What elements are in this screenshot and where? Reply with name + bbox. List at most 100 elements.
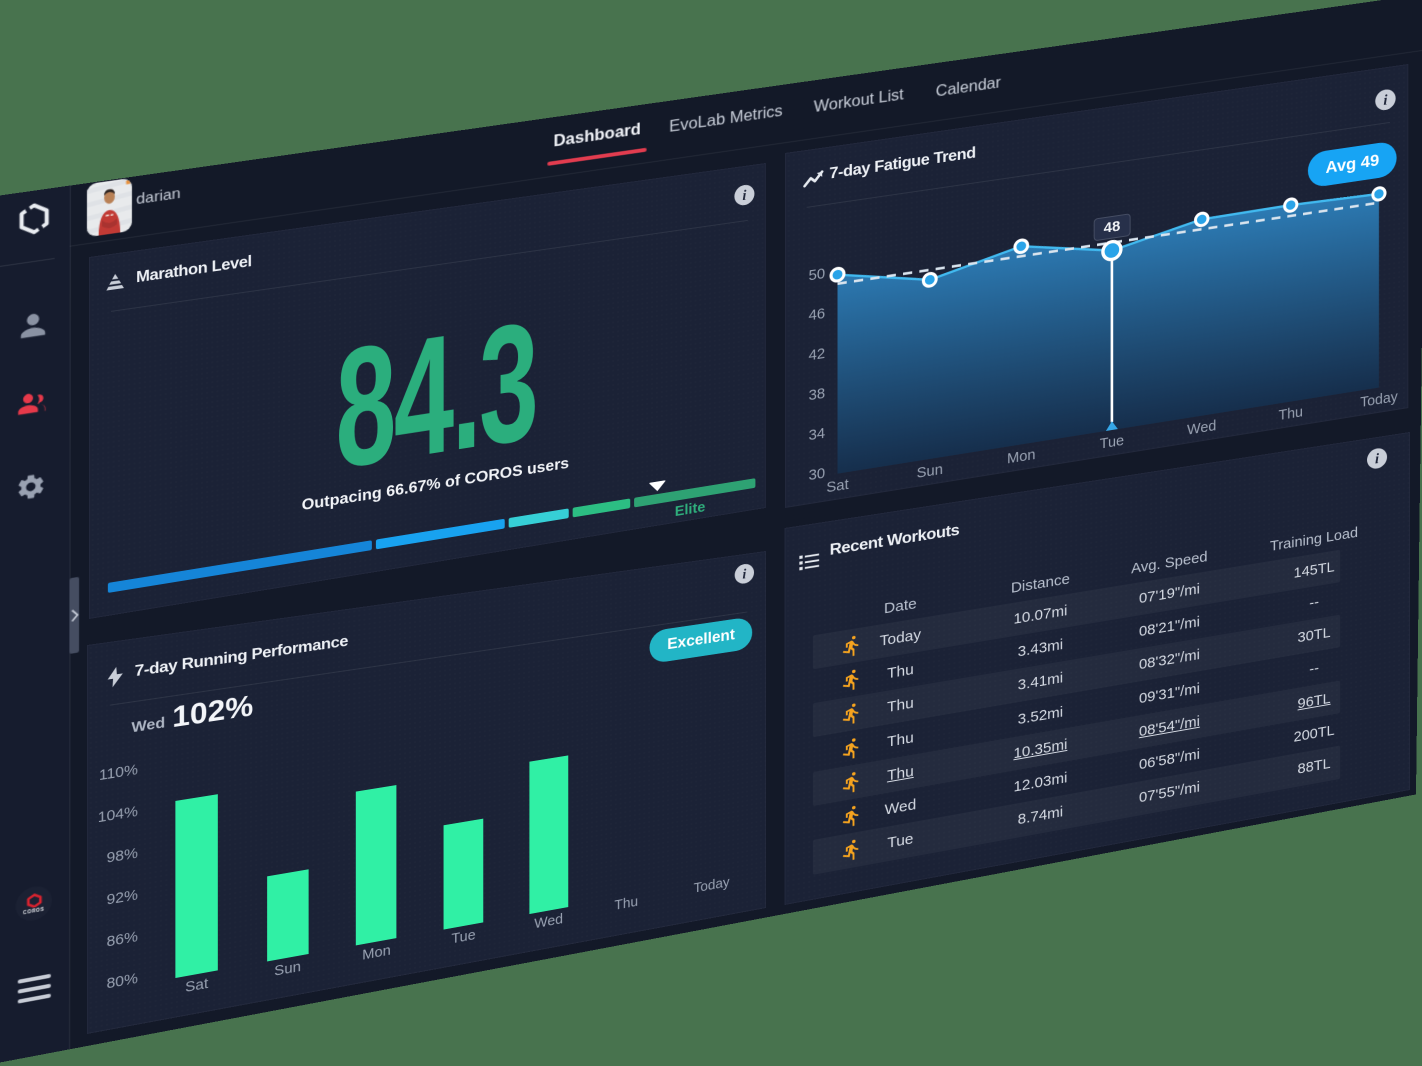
selected-data-point[interactable]: [1103, 240, 1121, 260]
cell-load: --: [1309, 594, 1319, 612]
y-tick: 80%: [88, 971, 138, 996]
menu-bar: [18, 974, 51, 984]
gear-icon: [15, 469, 47, 504]
y-tick: 110%: [88, 762, 138, 786]
sidebar: COROS: [0, 185, 71, 1066]
data-point[interactable]: [1195, 212, 1207, 226]
x-tick: Tue: [451, 928, 475, 948]
cell-date: Thu: [887, 729, 914, 750]
cell-distance: 3.43mi: [1018, 636, 1064, 660]
runner-icon: [840, 769, 863, 795]
coros-logo-icon: [15, 198, 54, 240]
cell-speed: 07'55"/mi: [1139, 779, 1200, 806]
cell-load: 88TL: [1298, 756, 1331, 778]
y-tick: 92%: [88, 887, 138, 911]
info-icon[interactable]: [735, 563, 754, 585]
cell-distance: 10.35mi: [1013, 736, 1067, 762]
cell-speed: 08'32"/mi: [1139, 647, 1200, 674]
y-tick: 98%: [88, 846, 138, 870]
runner-icon: [840, 803, 863, 829]
cell-speed: 09'31"/mi: [1139, 680, 1200, 707]
tab-evolab-metrics[interactable]: EvoLab Metrics: [669, 102, 783, 137]
level-marker: [649, 480, 666, 492]
level-label: Elite: [675, 499, 706, 520]
data-point[interactable]: [1373, 187, 1385, 201]
sidebar-item-athlete[interactable]: [16, 307, 51, 344]
runner-icon: [840, 667, 863, 693]
data-point[interactable]: [1015, 239, 1028, 253]
group-icon: [16, 385, 51, 420]
cell-speed: 08'21"/mi: [1139, 613, 1200, 640]
column-header: Distance: [1011, 571, 1070, 597]
cell-date: Tue: [887, 831, 913, 853]
tab-calendar[interactable]: Calendar: [936, 74, 1001, 101]
level-segment: [572, 498, 630, 517]
sidebar-item-settings[interactable]: [14, 468, 49, 505]
x-tick: Today: [694, 875, 730, 896]
runner-icon: [840, 735, 863, 761]
card-title: Marathon Level: [136, 253, 252, 287]
runner-icon: [840, 701, 863, 727]
cell-distance: 3.52mi: [1018, 703, 1064, 727]
runner-icon: [840, 837, 863, 863]
cell-date: Thu: [887, 763, 914, 785]
column-header: Date: [884, 595, 917, 617]
highlight-day: Wed: [131, 714, 165, 736]
cell-load: 96TL: [1298, 690, 1331, 712]
menu-button[interactable]: [18, 974, 51, 1004]
info-icon[interactable]: [734, 184, 754, 207]
cell-distance: 10.07mi: [1013, 602, 1067, 627]
coros-badge: COROS: [16, 883, 53, 923]
x-tick: Thu: [614, 894, 638, 913]
cell-date: Thu: [887, 695, 914, 716]
sidebar-item-team[interactable]: [16, 384, 51, 421]
tab-workout-list[interactable]: Workout List: [814, 86, 904, 117]
cell-speed: 07'19"/mi: [1139, 580, 1200, 606]
sidebar-divider: [0, 258, 55, 269]
card-title: Recent Workouts: [830, 522, 960, 560]
x-tick: Sat: [185, 976, 208, 996]
data-point[interactable]: [1285, 198, 1297, 212]
tab-dashboard[interactable]: Dashboard: [553, 120, 640, 151]
runner-icon: [840, 633, 863, 659]
data-point[interactable]: [923, 273, 936, 287]
y-tick: 104%: [88, 804, 138, 828]
cell-date: Thu: [887, 661, 914, 682]
level-segment: [509, 508, 569, 527]
cell-distance: 8.74mi: [1018, 804, 1064, 829]
highlight-value: 102%: [172, 690, 253, 736]
x-tick: Sun: [274, 959, 301, 979]
x-tick: Wed: [534, 912, 563, 932]
x-tick: Mon: [362, 943, 391, 964]
y-tick: 86%: [88, 929, 138, 954]
cell-distance: 12.03mi: [1013, 770, 1067, 796]
chevron-right-icon: [70, 608, 79, 623]
cell-date: Today: [880, 626, 921, 650]
marathon-level-icon: [103, 270, 128, 297]
sidebar-collapse-handle[interactable]: [69, 577, 79, 654]
bar: [529, 755, 568, 914]
bar: [175, 795, 217, 978]
active-tab-underline: [547, 148, 646, 166]
bar: [356, 785, 397, 945]
bar: [444, 819, 484, 930]
info-icon[interactable]: [1367, 447, 1387, 470]
column-header: Training Load: [1270, 524, 1358, 554]
person-icon: [17, 308, 49, 343]
cell-load: --: [1309, 659, 1319, 677]
cell-load: 30TL: [1298, 625, 1331, 647]
menu-bar: [18, 984, 51, 994]
cell-speed: 06'58"/mi: [1139, 746, 1200, 773]
cell-load: 200TL: [1294, 722, 1335, 746]
list-icon: [796, 547, 822, 576]
data-point[interactable]: [831, 267, 844, 281]
cell-date: Wed: [885, 796, 917, 818]
cell-speed: 08'54"/mi: [1139, 713, 1200, 740]
level-segment: [376, 519, 505, 550]
cell-load: 145TL: [1294, 558, 1335, 581]
lightning-icon: [102, 662, 128, 692]
menu-bar: [18, 994, 51, 1004]
cell-distance: 3.41mi: [1018, 670, 1064, 694]
bar: [267, 869, 308, 961]
